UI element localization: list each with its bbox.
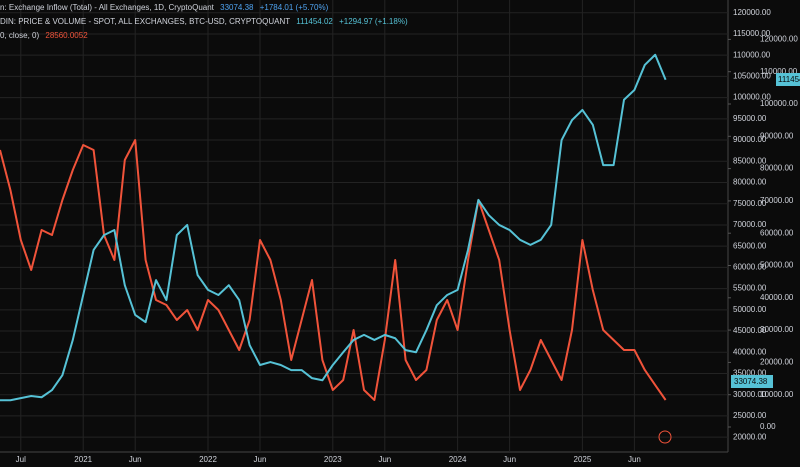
y2-tick-label: 0.00 (760, 422, 776, 431)
y-tick-label: 100000.00 (733, 93, 771, 102)
y-tick-label: 70000.00 (733, 220, 767, 229)
legend-entry: DIN: PRICE & VOLUME - SPOT, ALL EXCHANGE… (0, 17, 408, 26)
series-line (0, 53, 667, 402)
y-tick-label: 120000.00 (733, 8, 771, 17)
y2-tick-label: 120000.00 (760, 35, 798, 44)
legend-value: 28560.0052 (45, 31, 88, 40)
inflow-marker: 33074.38 (734, 377, 768, 386)
x-tick-label: 2023 (324, 455, 342, 464)
y-tick-label: 35000.00 (733, 369, 767, 378)
y-tick-label: 25000.00 (733, 411, 767, 420)
y-tick-label: 95000.00 (733, 114, 767, 123)
y2-tick-label: 80000.00 (760, 164, 794, 173)
y2-tick-label: 40000.00 (760, 293, 794, 302)
y2-tick-label: 30000.00 (760, 325, 794, 334)
alert-icon[interactable] (658, 430, 672, 444)
y2-tick-label: 20000.00 (760, 358, 794, 367)
legend-entry: n: Exchange Inflow (Total) - All Exchang… (0, 3, 329, 12)
x-tick-label: 2024 (449, 455, 467, 464)
y2-tick-label: 50000.00 (760, 261, 794, 270)
x-tick-label: Jun (503, 455, 516, 464)
y-tick-label: 105000.00 (733, 72, 771, 81)
x-tick-label: 2022 (199, 455, 217, 464)
plot (0, 53, 667, 402)
y2-tick-label: 70000.00 (760, 196, 794, 205)
y-tick-label: 45000.00 (733, 326, 767, 335)
axes: 20000.00 25000.00 30000.00 35000.00 40000.00… (16, 8, 799, 464)
x-tick-label: Jul (16, 455, 26, 464)
y-tick-label: 80000.00 (733, 178, 767, 187)
legend-value: 111454.02 (296, 17, 333, 26)
y-tick-label: 90000.00 (733, 135, 767, 144)
y-tick-label: 75000.00 (733, 199, 767, 208)
y-tick-label: 40000.00 (733, 347, 767, 356)
legend-value: 33074.38 (220, 3, 254, 12)
y-tick-label: 55000.00 (733, 284, 767, 293)
y-tick-label: 110000.00 (733, 50, 771, 59)
x-tick-label: Jun (254, 455, 267, 464)
price-marker: 111454.02 (778, 75, 800, 84)
price-marker-box (776, 73, 800, 86)
legend-change: +1784.01 (+5.70%) (260, 3, 329, 12)
y2-tick-label: 90000.00 (760, 131, 794, 140)
y-tick-label: 20000.00 (733, 432, 767, 441)
x-tick-label: Jun (129, 455, 142, 464)
x-tick-label: Jun (378, 455, 391, 464)
legend-text: DIN: PRICE & VOLUME - SPOT, ALL EXCHANGE… (0, 17, 290, 26)
legend-text: n: Exchange Inflow (Total) - All Exchang… (0, 3, 215, 12)
inflow-marker-box (731, 375, 773, 388)
series-line (0, 138, 667, 401)
y-tick-label: 65000.00 (733, 241, 767, 250)
y-tick-label: 60000.00 (733, 262, 767, 271)
x-tick-label: 2021 (74, 455, 92, 464)
legend-entry: 0, close, 0) 28560.0052 (0, 31, 88, 40)
y-tick-label: 85000.00 (733, 156, 767, 165)
legend-text: 0, close, 0) (0, 31, 39, 40)
y2-tick-label: 10000.00 (760, 390, 794, 399)
grid (0, 0, 728, 452)
y2-tick-label: 60000.00 (760, 228, 794, 237)
y2-tick-label: 110000.00 (760, 67, 798, 76)
y-tick-label: 30000.00 (733, 390, 767, 399)
y-tick-label: 115000.00 (733, 29, 771, 38)
legend-change: +1294.97 (+1.18%) (339, 17, 408, 26)
y-tick-label: 50000.00 (733, 305, 767, 314)
y2-tick-label: 100000.00 (760, 99, 798, 108)
x-tick-label: 2025 (574, 455, 592, 464)
x-tick-label: Jun (628, 455, 641, 464)
